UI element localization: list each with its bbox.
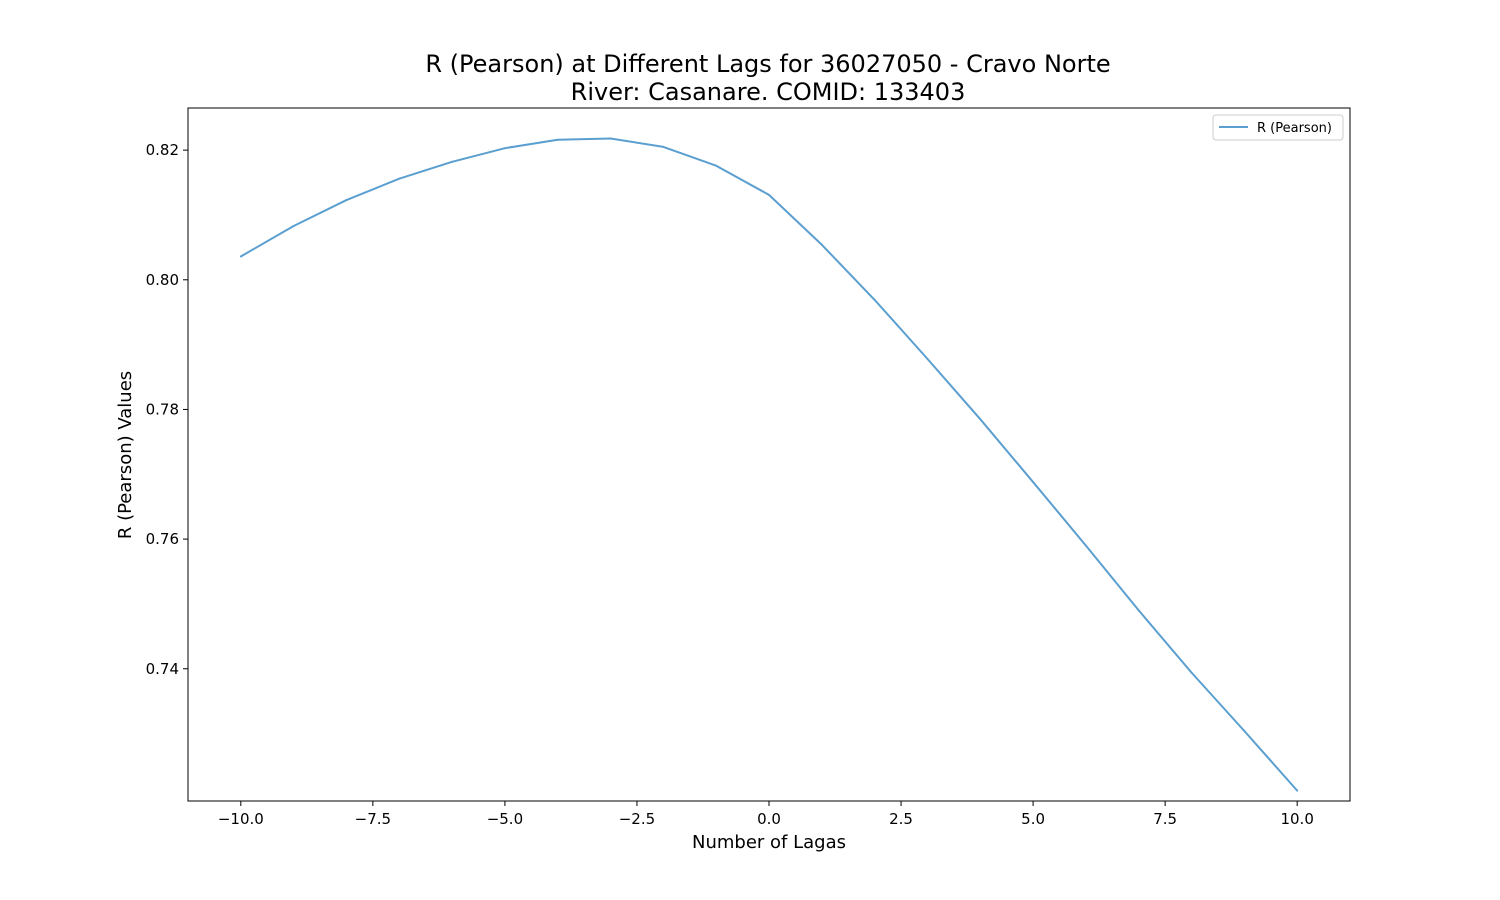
series-point (1084, 544, 1087, 547)
chart-title: R (Pearson) at Different Lags for 360270… (425, 50, 1110, 78)
series-point (398, 177, 401, 180)
series-point (926, 357, 929, 360)
series-point (662, 145, 665, 148)
series-point (1190, 671, 1193, 674)
series-point (1243, 729, 1246, 732)
series-point (556, 138, 559, 141)
series-point (609, 137, 612, 140)
x-tick-label: 2.5 (889, 810, 913, 828)
x-tick-label: −7.5 (355, 810, 391, 828)
y-tick-label: 0.80 (146, 271, 179, 289)
series-point (1137, 609, 1140, 612)
series-point (820, 243, 823, 246)
y-tick-label: 0.74 (146, 660, 179, 678)
x-tick-label: 0.0 (757, 810, 781, 828)
series-point (873, 298, 876, 301)
chart-subtitle: River: Casanare. COMID: 133403 (571, 78, 966, 106)
y-axis-label: R (Pearson) Values (115, 371, 136, 539)
x-axis-label: Number of Lagas (692, 832, 846, 853)
x-tick-label: 5.0 (1021, 810, 1045, 828)
plot-frame (187, 107, 1351, 802)
series-point (768, 193, 770, 196)
legend-box (1212, 114, 1344, 141)
series-layer (239, 137, 1299, 792)
series-point (1032, 481, 1035, 484)
legend-label: R (Pearson) (1257, 121, 1332, 136)
y-tick-label: 0.82 (146, 141, 179, 159)
y-tick-label: 0.76 (146, 530, 179, 548)
series-point (345, 199, 348, 202)
x-tick-label: −10.0 (218, 810, 264, 828)
series-point (239, 255, 242, 258)
series-point (503, 147, 506, 150)
series-point (1296, 789, 1299, 792)
y-tick-label: 0.78 (146, 400, 179, 418)
legend: R (Pearson) (1212, 114, 1344, 141)
x-tick-label: −2.5 (619, 810, 655, 828)
x-tick-label: 10.0 (1280, 810, 1313, 828)
series-point (715, 164, 718, 167)
series-point (979, 418, 982, 421)
plot-area (188, 108, 1350, 801)
series-point (451, 160, 454, 163)
x-tick-label: −5.0 (487, 810, 523, 828)
x-axis: −10.0 −7.5 −5.0 −2.5 0.0 2.5 5.0 7.5 10.0 (218, 801, 1314, 828)
x-tick-label: 7.5 (1153, 810, 1177, 828)
series-point (292, 224, 295, 227)
y-axis: 0.74 0.76 0.78 0.80 0.82 (146, 141, 188, 678)
